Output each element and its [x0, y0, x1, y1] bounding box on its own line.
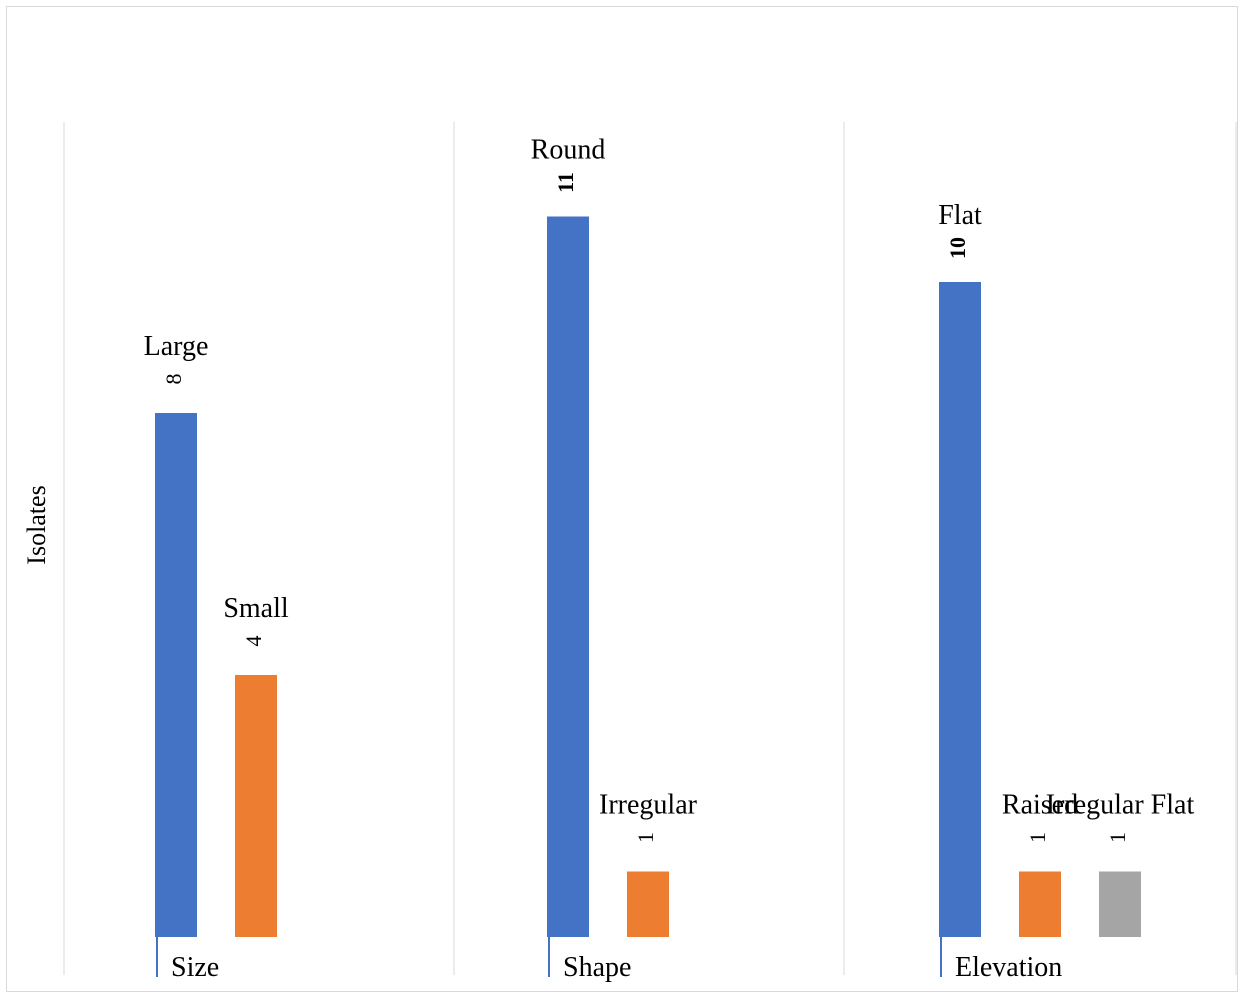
bar-category-label: Flat — [938, 200, 982, 231]
bar-category-label: Irregular Flat — [1046, 790, 1195, 821]
data-label: 1 — [1105, 832, 1130, 843]
bar-round — [547, 216, 589, 937]
bar-small — [235, 675, 277, 937]
bar-category-label: Raised — [1002, 790, 1078, 821]
data-label: 11 — [553, 172, 578, 193]
data-label: 1 — [633, 832, 658, 843]
bar-category-label: Large — [144, 331, 209, 362]
group-label: Elevation — [955, 952, 1062, 983]
chart-frame — [6, 6, 1238, 992]
bar-flat — [939, 282, 981, 937]
data-label: 8 — [161, 374, 186, 385]
y-axis-label-text: Isolates — [22, 485, 51, 565]
bar-category-label: Round — [531, 135, 606, 166]
data-label: 4 — [241, 636, 266, 647]
y-axis-label: Isolates — [14, 430, 60, 620]
bar-category-label: Irregular — [599, 790, 698, 821]
bar-raised — [1019, 871, 1061, 937]
bar-irregular — [627, 871, 669, 937]
group-label: Size — [171, 952, 219, 983]
bar-irregular-flat — [1099, 871, 1141, 937]
bar-large — [155, 413, 197, 937]
data-label: 1 — [1025, 832, 1050, 843]
group-label: Shape — [563, 952, 631, 983]
bar-category-label: Small — [223, 593, 289, 624]
data-label: 10 — [945, 237, 970, 259]
